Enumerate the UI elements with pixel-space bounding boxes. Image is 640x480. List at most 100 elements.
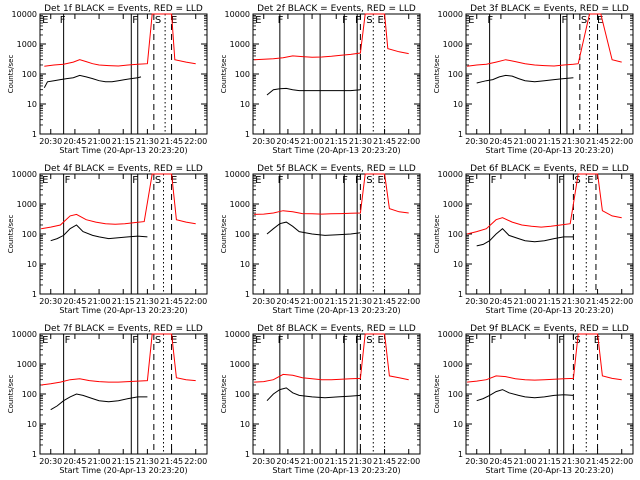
chart-title: Det 6f BLACK = Events, RED = LLD: [470, 164, 629, 174]
chart-title: Det 8f BLACK = Events, RED = LLD: [257, 324, 416, 334]
y-tick-label: 1000: [230, 40, 250, 49]
x-tick-label: 20:30: [252, 137, 275, 146]
y-tick-label: 10: [27, 260, 37, 269]
y-tick-label: 1000: [17, 200, 37, 209]
segment-letter: E: [468, 15, 474, 26]
y-axis-label: Counts/sec: [433, 215, 441, 254]
segment-letter: S: [155, 335, 161, 346]
x-tick-label: 20:30: [465, 457, 488, 466]
segment-letter: F: [65, 335, 71, 346]
chart-panel-7: Det 7f BLACK = Events, RED = LLD 1 10 100 10…: [7, 324, 208, 475]
x-tick-label: 21:15: [112, 297, 135, 306]
y-tick-label: 1000: [443, 40, 463, 49]
chart-title: Det 2f BLACK = Events, RED = LLD: [257, 4, 416, 14]
x-tick-label: 21:15: [325, 137, 348, 146]
y-tick-label: 100: [22, 70, 37, 79]
segment-letter: E: [378, 175, 384, 186]
x-tick-label: 20:30: [252, 457, 275, 466]
y-tick-label: 100: [235, 70, 250, 79]
chart-panel-2: Det 2f BLACK = Events, RED = LLD 1 10 100 10…: [220, 4, 421, 155]
segment-letter: F: [132, 335, 138, 346]
segment-letter: F: [278, 15, 284, 26]
series-line-events: [266, 221, 361, 236]
x-tick-label: 20:45: [489, 297, 512, 306]
chart-title: Det 5f BLACK = Events, RED = LLD: [257, 164, 416, 174]
segment-letter: F: [342, 175, 348, 186]
segment-letter: F: [355, 175, 361, 186]
y-tick-label: 10000: [225, 170, 250, 179]
segment-letter: E: [171, 175, 177, 186]
y-tick-label: 1000: [230, 360, 250, 369]
x-tick-label: 22:00: [184, 297, 207, 306]
series-line-lld: [254, 173, 409, 215]
y-axis-label: Counts/sec: [7, 375, 15, 414]
series-line-events: [476, 389, 574, 402]
x-tick-label: 21:30: [349, 457, 372, 466]
series-line-events: [266, 87, 361, 96]
x-tick-label: 21:15: [325, 457, 348, 466]
y-tick-label: 10: [27, 420, 37, 429]
segment-letter: E: [255, 175, 261, 186]
x-tick-label: 22:00: [184, 137, 207, 146]
x-tick-label: 20:30: [252, 297, 275, 306]
segment-letter: E: [255, 15, 261, 26]
y-tick-label: 10000: [438, 170, 463, 179]
x-tick-label: 20:45: [276, 297, 299, 306]
x-tick-label: 21:45: [160, 137, 183, 146]
series-line-lld: [254, 333, 409, 383]
plot-frame: [39, 13, 208, 135]
segment-letter: S: [581, 15, 587, 26]
y-tick-label: 10: [453, 260, 463, 269]
plot-frame: [465, 173, 634, 295]
x-tick-label: 21:30: [136, 457, 159, 466]
segment-letter: F: [491, 335, 497, 346]
plot-frame: [465, 13, 634, 135]
x-tick-label: 20:30: [465, 137, 488, 146]
series-line-lld: [41, 173, 196, 230]
series-line-events: [50, 393, 148, 411]
y-tick-label: 1000: [443, 200, 463, 209]
chart-panel-3: Det 3f BLACK = Events, RED = LLD 1 10 100 10…: [433, 4, 634, 155]
x-tick-label: 20:45: [276, 137, 299, 146]
y-tick-label: 10000: [12, 10, 37, 19]
segment-letter: E: [378, 15, 384, 26]
x-axis-label: Start Time (20-Apr-13 20:23:20): [272, 146, 400, 155]
chart-title: Det 1f BLACK = Events, RED = LLD: [44, 4, 203, 14]
y-tick-label: 1000: [230, 200, 250, 209]
x-tick-label: 20:30: [39, 457, 62, 466]
y-tick-label: 1000: [17, 360, 37, 369]
y-axis-label: Counts/sec: [7, 215, 15, 254]
y-tick-label: 1: [458, 130, 463, 139]
y-tick-label: 1: [458, 290, 463, 299]
series-line-lld: [254, 13, 409, 61]
x-tick-label: 22:00: [397, 137, 420, 146]
y-tick-label: 10000: [12, 330, 37, 339]
x-axis-label: Start Time (20-Apr-13 20:23:20): [485, 466, 613, 475]
series-line-events: [43, 74, 142, 88]
y-tick-label: 1: [32, 450, 37, 459]
segment-letter: S: [366, 15, 372, 26]
y-tick-label: 1: [32, 130, 37, 139]
series-line-events: [50, 224, 148, 242]
y-axis-label: Counts/sec: [220, 215, 228, 254]
segment-letter: F: [60, 15, 66, 26]
y-tick-label: 10: [453, 100, 463, 109]
x-tick-label: 21:45: [586, 457, 609, 466]
x-tick-label: 20:30: [39, 297, 62, 306]
plot-frame: [39, 333, 208, 455]
x-tick-label: 21:45: [373, 137, 396, 146]
x-tick-label: 21:45: [373, 297, 396, 306]
segment-letter: E: [468, 335, 474, 346]
x-tick-label: 21:15: [538, 137, 561, 146]
segment-letter: E: [42, 175, 48, 186]
x-tick-label: 21:00: [301, 457, 324, 466]
chart-panel-8: Det 8f BLACK = Events, RED = LLD 1 10 100 10…: [220, 324, 421, 475]
x-tick-label: 21:15: [538, 457, 561, 466]
segment-letter: S: [155, 175, 161, 186]
series-line-events: [266, 387, 361, 402]
series-line-lld: [41, 333, 196, 386]
segment-letter: F: [278, 335, 284, 346]
series-line-lld: [467, 333, 622, 383]
x-tick-label: 21:15: [325, 297, 348, 306]
